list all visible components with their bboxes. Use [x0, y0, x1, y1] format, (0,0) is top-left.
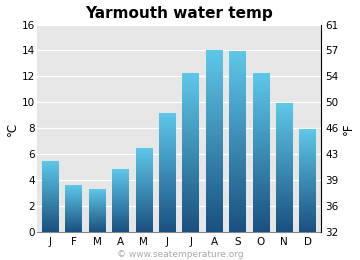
Text: © www.seatemperature.org: © www.seatemperature.org — [117, 250, 243, 259]
Y-axis label: °F: °F — [341, 122, 355, 135]
Title: Yarmouth water temp: Yarmouth water temp — [85, 5, 273, 21]
Y-axis label: °C: °C — [5, 121, 19, 135]
